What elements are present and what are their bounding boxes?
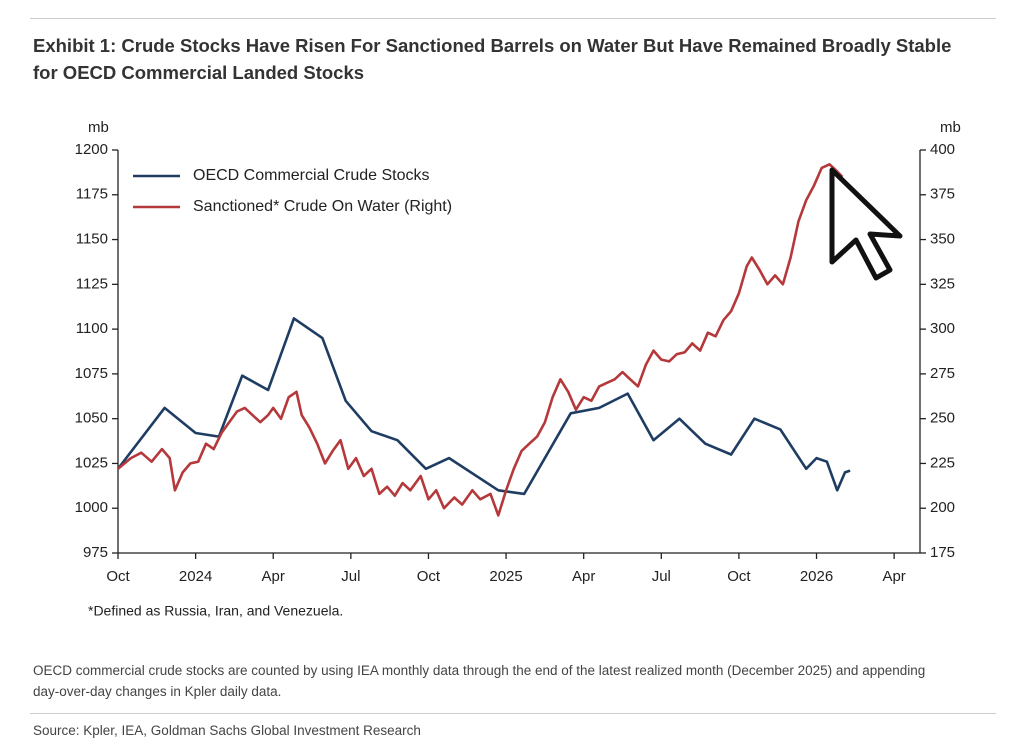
y-tick-label: 1025 — [75, 454, 108, 471]
chart: mb mb *Defined as Russia, Iran, and Vene… — [75, 119, 961, 619]
y2-tick-label: 400 — [930, 141, 955, 158]
top-rule — [30, 18, 996, 19]
y2-tick-label: 200 — [930, 499, 955, 516]
y-tick-label: 1125 — [76, 275, 108, 292]
y-tick-label: 1075 — [75, 365, 108, 382]
legend-label: Sanctioned* Crude On Water (Right) — [193, 198, 452, 215]
x-tick-label: Oct — [727, 568, 751, 585]
y2-tick-label: 250 — [930, 410, 955, 427]
y-tick-label: 1175 — [76, 186, 108, 203]
x-tick-label: Apr — [572, 568, 595, 585]
x-tick-label: Apr — [882, 568, 905, 585]
x-tick-label: Oct — [106, 568, 130, 585]
x-tick-label: Apr — [262, 568, 285, 585]
x-tick-label: 2025 — [489, 568, 522, 585]
y-tick-label: 1000 — [75, 499, 108, 516]
y-axis-label: mb — [88, 119, 109, 136]
y2-tick-label: 225 — [930, 454, 955, 471]
source: Source: Kpler, IEA, Goldman Sachs Global… — [33, 723, 421, 738]
y2-tick-label: 325 — [930, 275, 955, 292]
x-tick-label: Jul — [652, 568, 671, 585]
y2-axis-label: mb — [940, 119, 961, 136]
cursor-icon — [829, 167, 903, 281]
y2-tick-label: 375 — [930, 186, 955, 203]
y2-tick-label: 350 — [930, 231, 955, 248]
note: OECD commercial crude stocks are counted… — [33, 663, 926, 699]
x-tick-label: Jul — [341, 568, 360, 585]
y2-tick-label: 275 — [930, 365, 955, 382]
series-line — [116, 317, 851, 496]
legend-label: OECD Commercial Crude Stocks — [193, 167, 430, 184]
y-tick-label: 1050 — [75, 410, 108, 427]
chart-title: Exhibit 1: Crude Stocks Have Risen For S… — [33, 35, 952, 83]
y2-tick-label: 175 — [930, 544, 955, 561]
y-tick-label: 1100 — [76, 320, 108, 337]
y-tick-label: 1150 — [76, 231, 108, 248]
x-tick-label: 2026 — [800, 568, 833, 585]
x-tick-label: 2024 — [179, 568, 212, 585]
footnote: *Defined as Russia, Iran, and Venezuela. — [88, 603, 343, 619]
y-tick-label: 975 — [83, 544, 108, 561]
y-tick-label: 1200 — [75, 141, 108, 158]
series-line — [117, 163, 844, 517]
x-tick-label: Oct — [417, 568, 441, 585]
y2-tick-label: 300 — [930, 320, 955, 337]
separator — [30, 713, 996, 714]
